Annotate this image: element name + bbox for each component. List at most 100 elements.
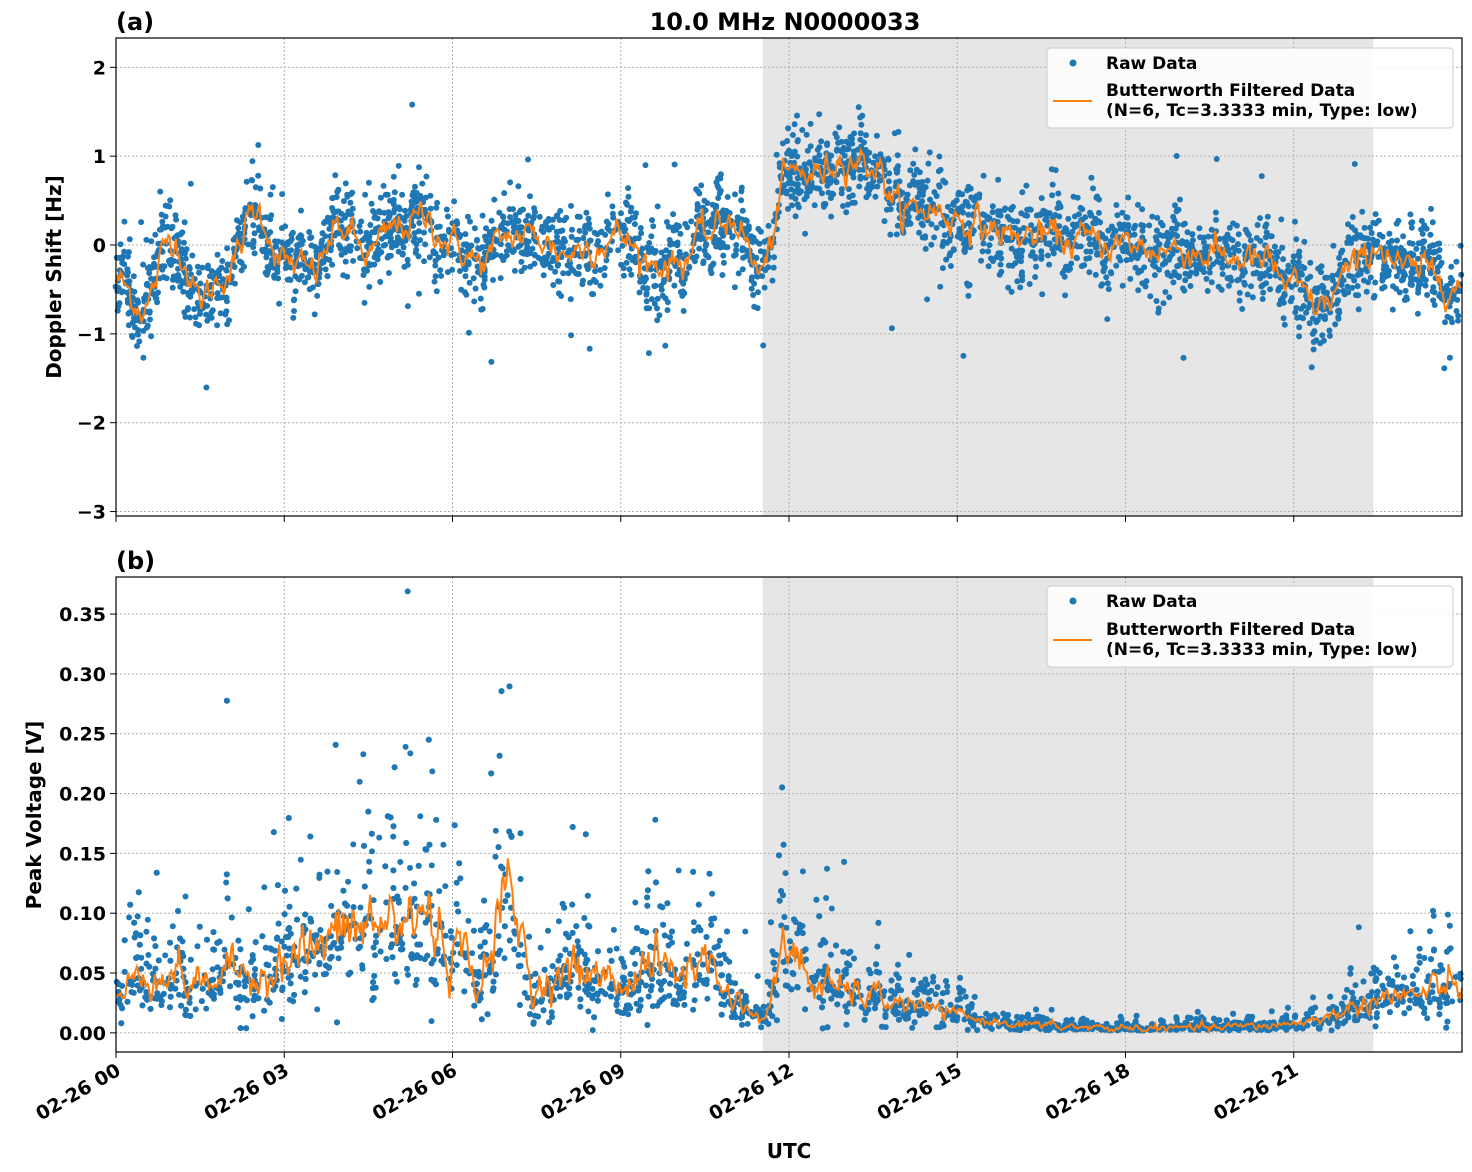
- raw-data-point: [1169, 225, 1175, 232]
- raw-data-point: [739, 266, 746, 273]
- raw-data-point: [1354, 272, 1361, 279]
- raw-data-point: [1219, 271, 1226, 278]
- raw-data-point: [1143, 278, 1150, 285]
- raw-data-point: [1278, 216, 1285, 223]
- raw-data-point: [297, 856, 304, 863]
- raw-data-point: [1295, 251, 1302, 258]
- raw-data-point: [182, 255, 189, 262]
- raw-data-point: [1271, 243, 1278, 250]
- raw-data-point: [497, 275, 504, 282]
- raw-data-point: [1264, 213, 1271, 220]
- raw-data-point: [382, 233, 389, 240]
- raw-data-point: [138, 219, 145, 226]
- raw-data-point: [1174, 263, 1181, 270]
- raw-data-point: [1429, 219, 1436, 226]
- raw-data-point: [1418, 240, 1425, 247]
- raw-data-point: [803, 193, 810, 200]
- raw-data-point: [729, 233, 736, 240]
- raw-data-point: [1156, 241, 1163, 248]
- raw-data-point: [618, 261, 625, 268]
- raw-data-point: [1333, 300, 1340, 307]
- raw-data-point: [628, 204, 635, 211]
- raw-data-point: [824, 142, 831, 149]
- raw-data-point: [224, 261, 231, 268]
- raw-data-point: [933, 224, 940, 231]
- raw-data-point: [1231, 264, 1238, 271]
- y-tick-label: 1: [93, 146, 106, 168]
- raw-data-point: [894, 222, 901, 229]
- raw-data-point: [403, 213, 410, 220]
- raw-data-point: [623, 259, 630, 266]
- raw-data-point: [716, 937, 723, 944]
- raw-data-point: [636, 289, 643, 296]
- raw-data-point: [1281, 290, 1288, 297]
- raw-data-point: [802, 230, 809, 237]
- raw-data-point: [1204, 288, 1211, 294]
- panel-b: 02-26 00 02-26 03 02-26 06 02-26 09 02-26 12…: [22, 547, 1464, 1163]
- raw-data-point: [955, 189, 962, 196]
- raw-data-point: [654, 203, 661, 210]
- raw-data-point: [251, 250, 258, 257]
- raw-data-point: [366, 283, 373, 290]
- raw-data-point: [669, 224, 676, 231]
- raw-data-point: [662, 342, 669, 349]
- raw-data-point: [1248, 283, 1254, 290]
- raw-data-point: [369, 848, 375, 855]
- raw-data-point: [1340, 287, 1347, 294]
- raw-data-point: [444, 269, 451, 276]
- raw-data-point: [471, 298, 478, 305]
- raw-data-point: [541, 254, 548, 261]
- raw-data-point: [865, 181, 872, 188]
- raw-data-point: [376, 834, 383, 841]
- raw-data-point: [457, 268, 463, 274]
- raw-data-point: [291, 296, 298, 303]
- raw-data-point: [1254, 222, 1261, 228]
- raw-data-point: [329, 195, 336, 202]
- panel-a: 210−1−2−3 (a) 10.0 MHz N0000033 Doppler …: [42, 8, 1465, 524]
- raw-data-point: [1173, 153, 1180, 159]
- raw-data-point: [1194, 265, 1201, 272]
- raw-data-point: [891, 130, 898, 137]
- raw-data-point: [586, 225, 593, 232]
- raw-data-point: [241, 263, 247, 270]
- raw-data-point: [308, 242, 315, 249]
- raw-data-point: [512, 212, 519, 218]
- raw-data-point: [1426, 928, 1433, 935]
- raw-data-point: [1056, 213, 1063, 220]
- raw-data-point: [1038, 248, 1045, 255]
- raw-data-point: [748, 285, 755, 292]
- raw-data-point: [694, 206, 701, 213]
- raw-data-point: [1310, 994, 1316, 1001]
- raw-data-point: [821, 202, 828, 209]
- raw-data-point: [529, 245, 536, 252]
- raw-data-point: [843, 138, 850, 145]
- raw-data-point: [849, 199, 856, 206]
- raw-data-point: [619, 242, 626, 249]
- raw-data-point: [1160, 300, 1167, 307]
- raw-data-point: [965, 292, 972, 299]
- raw-data-point: [1361, 277, 1367, 284]
- raw-data-point: [216, 267, 223, 274]
- raw-data-point: [906, 182, 913, 189]
- raw-data-point: [181, 219, 188, 226]
- raw-data-point: [1323, 290, 1330, 297]
- raw-data-point: [1371, 292, 1378, 299]
- raw-data-point: [1305, 304, 1312, 311]
- raw-data-point: [621, 963, 628, 970]
- raw-data-point: [1125, 223, 1131, 230]
- raw-data-point: [463, 291, 470, 298]
- raw-data-point: [1181, 220, 1188, 227]
- raw-data-point: [117, 241, 124, 248]
- raw-data-point: [365, 179, 372, 186]
- raw-data-point: [469, 950, 476, 957]
- raw-data-point: [1259, 296, 1266, 302]
- raw-data-point: [985, 263, 992, 270]
- raw-data-point: [806, 188, 813, 195]
- raw-data-point: [1037, 211, 1044, 218]
- raw-data-point: [1019, 269, 1025, 276]
- raw-data-point: [1376, 231, 1383, 238]
- raw-data-point: [713, 202, 720, 209]
- raw-data-point: [751, 303, 758, 310]
- raw-data-point: [162, 224, 169, 231]
